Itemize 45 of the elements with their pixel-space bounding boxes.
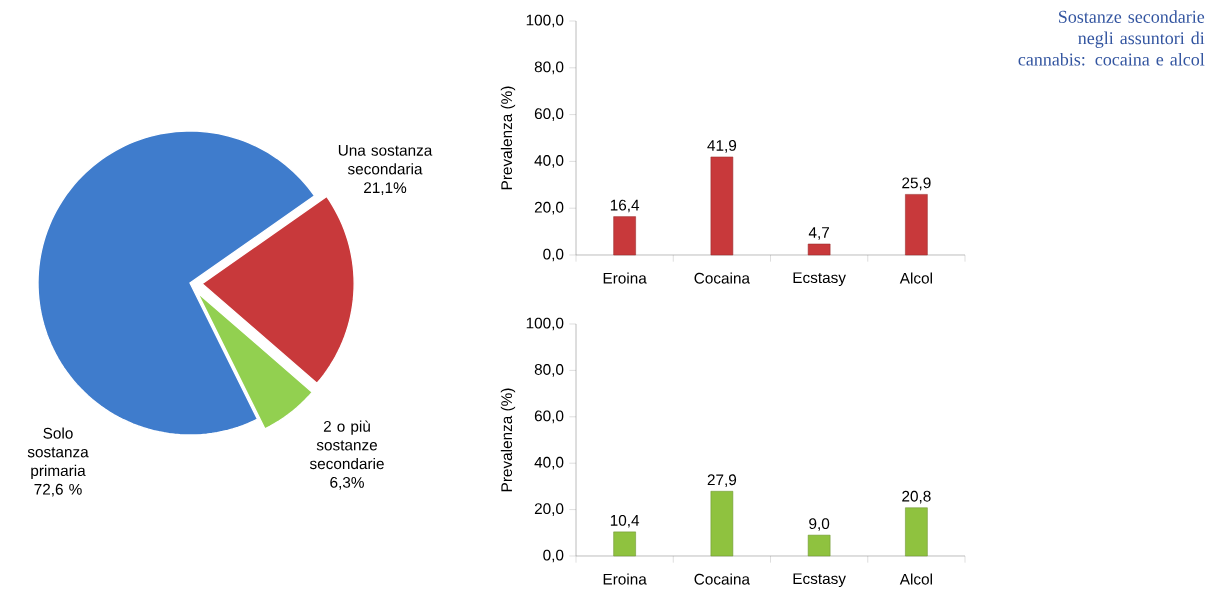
bar [905,507,928,557]
x-tick-label: Ecstasy [793,272,846,287]
x-tick-label: Alcol [899,272,932,284]
y-tick-label: 100,0 [526,317,564,331]
bar [613,216,636,256]
x-tick-label: Cocaina [694,573,750,585]
y-axis-title: Prevalenza (%) [500,388,516,492]
data-label: 25,9 [902,177,931,191]
data-label: 27,9 [707,474,737,488]
bar [905,194,928,256]
y-tick-label: 0,0 [543,549,564,563]
data-label: 16,4 [610,199,640,213]
bar [710,491,734,557]
data-label: 20,8 [902,490,931,504]
y-tick-label: 20,0 [534,503,564,516]
x-tick-label: Cocaina [694,272,750,284]
y-tick-label: 0,0 [543,248,564,262]
data-label: 6,3% [330,476,364,490]
y-tick-label: 40,0 [534,155,564,168]
data-label: 21,1% [364,182,407,195]
bar [807,534,831,557]
data-label: 41,9 [707,140,737,153]
x-tick-label: Alcol [899,573,932,585]
x-tick-label: Ecstasy [793,573,846,588]
data-label: 72,6 % [34,483,82,497]
bar [613,531,636,557]
y-tick-label: 80,0 [534,364,564,377]
bar [807,243,831,256]
y-tick-label: 60,0 [534,108,564,121]
x-tick-label: Eroina [603,573,647,585]
y-tick-label: 80,0 [534,61,564,75]
y-tick-label: 40,0 [534,456,564,470]
data-label: 4,7 [808,227,830,240]
bar [710,156,734,256]
data-label: 9,0 [809,518,830,531]
y-tick-label: 60,0 [534,410,564,424]
data-label: 10,4 [610,514,640,528]
x-tick-label: Eroina [603,272,647,284]
y-tick-label: 100,0 [526,14,564,28]
y-tick-label: 20,0 [534,201,564,215]
slice-label: Solo sostanza primaria [27,427,89,480]
text: Sostanze secondarie negli assuntori di cannabis: cocaina e alcol [1018,10,1205,66]
slice-label: 2 o più sostanze secondarie [309,420,384,470]
slice-label: Una sostanza secondaria [338,145,433,175]
y-axis-title: Prevalenza (%) [500,86,516,190]
